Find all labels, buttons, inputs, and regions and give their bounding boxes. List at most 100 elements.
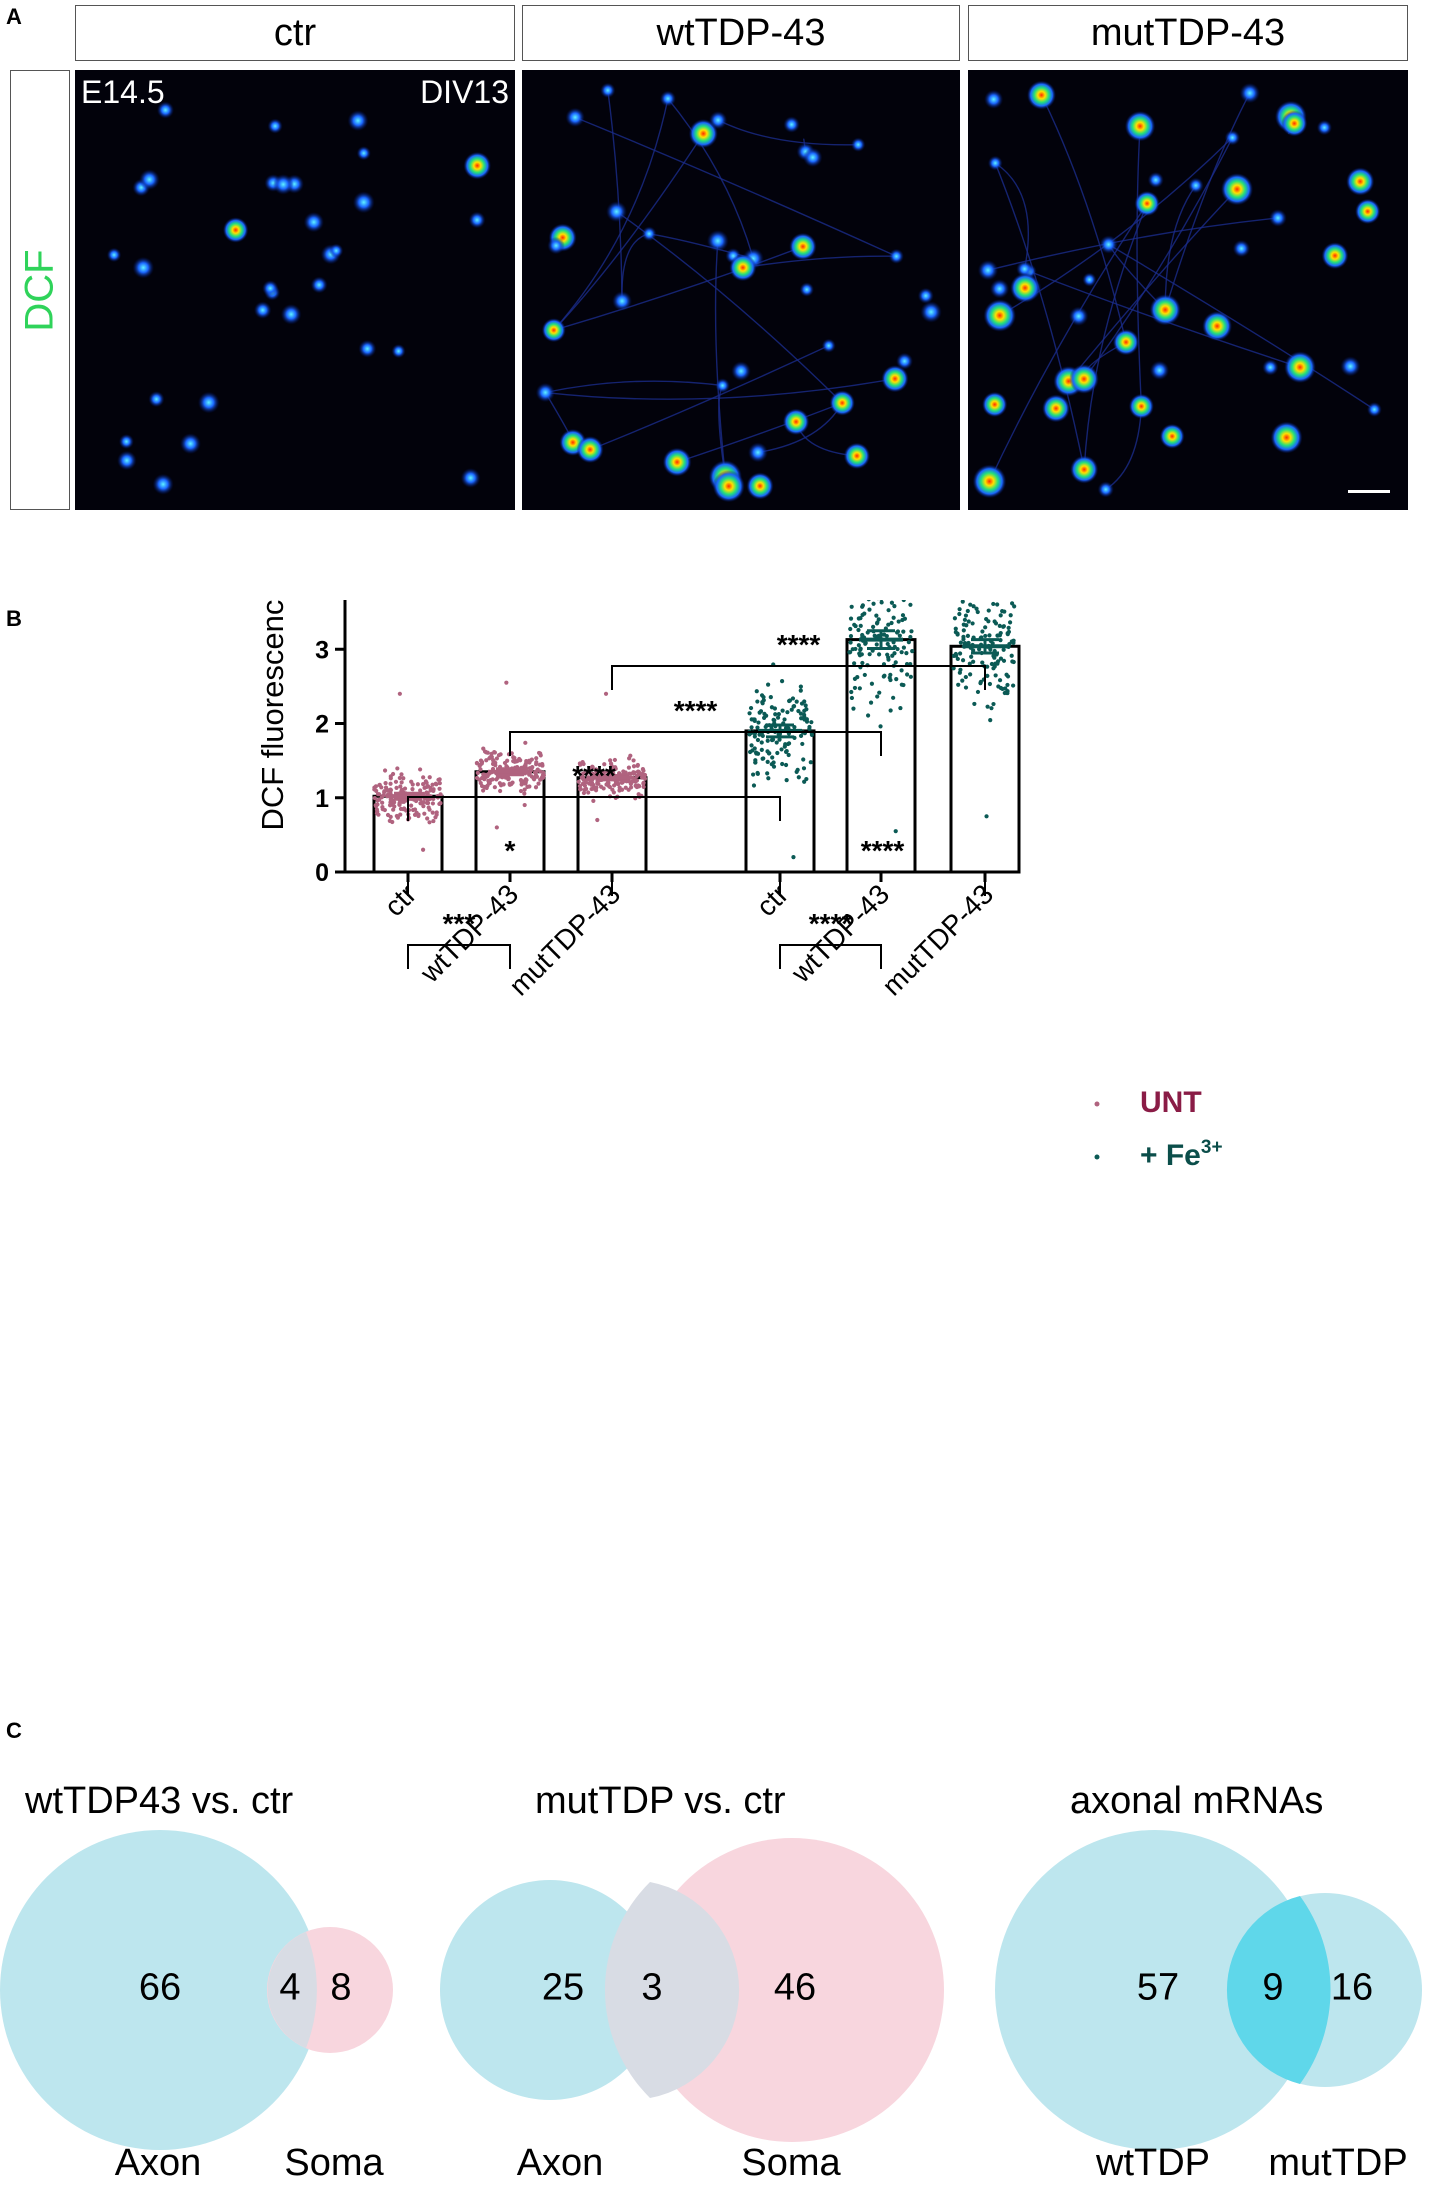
data-point <box>955 656 960 662</box>
data-point <box>904 651 909 656</box>
data-point <box>879 600 884 605</box>
data-point <box>997 623 1002 628</box>
data-point <box>877 652 882 657</box>
legend-label: + Fe3+ <box>1140 1137 1223 1172</box>
data-point <box>621 769 626 774</box>
data-point <box>1007 620 1013 625</box>
data-point <box>798 688 803 693</box>
data-point <box>541 770 546 775</box>
data-point <box>988 647 993 652</box>
data-point <box>908 674 913 679</box>
data-point <box>998 613 1003 618</box>
venn3-overlap <box>1226 1896 1331 2084</box>
data-point <box>852 685 858 691</box>
data-point <box>875 634 880 639</box>
data-point <box>760 756 765 761</box>
data-point <box>892 651 897 656</box>
data-point <box>769 737 775 743</box>
data-point <box>970 621 975 626</box>
data-point <box>425 784 431 789</box>
data-point <box>536 750 542 756</box>
data-point <box>477 763 482 768</box>
data-point <box>582 783 588 788</box>
data-point <box>611 790 616 795</box>
data-point <box>953 651 958 657</box>
data-point <box>957 611 962 617</box>
age-label: E14.5 <box>81 74 165 110</box>
data-point <box>953 626 958 631</box>
data-point <box>415 782 420 787</box>
data-point <box>860 660 865 666</box>
data-point <box>961 637 966 642</box>
data-point <box>755 737 761 743</box>
data-point <box>514 759 519 764</box>
data-point <box>993 673 998 678</box>
data-point <box>398 812 403 817</box>
significance-label: * <box>505 835 516 866</box>
micrograph-muttdp43 <box>968 70 1408 510</box>
data-point <box>958 640 964 645</box>
venn1-right-count: 8 <box>330 1966 352 2009</box>
data-point <box>382 807 387 813</box>
data-point <box>856 643 861 648</box>
data-point <box>765 749 770 754</box>
data-point <box>437 781 442 786</box>
venn2-right-label: Soma <box>741 2142 841 2184</box>
data-point <box>898 705 903 711</box>
data-point <box>908 634 913 640</box>
data-point <box>481 788 486 793</box>
data-point <box>962 641 968 646</box>
data-point <box>602 762 607 767</box>
panel-label-c: C <box>6 1718 22 1743</box>
data-point <box>875 694 880 699</box>
data-point <box>494 756 500 761</box>
data-point <box>522 781 527 786</box>
data-point <box>962 617 968 622</box>
data-point <box>761 698 766 703</box>
data-point <box>409 803 414 808</box>
data-point <box>971 604 976 609</box>
data-point <box>425 791 430 796</box>
data-point <box>421 782 426 787</box>
data-point <box>886 657 891 662</box>
data-point <box>375 792 381 797</box>
data-point <box>525 784 530 789</box>
data-point <box>975 689 981 695</box>
data-point <box>430 810 435 815</box>
data-point <box>960 600 965 604</box>
data-point <box>900 617 905 623</box>
data-point <box>498 752 503 757</box>
data-point <box>399 780 404 785</box>
data-point <box>780 761 785 767</box>
data-point <box>589 782 594 787</box>
data-point <box>889 600 895 605</box>
data-point <box>424 780 429 786</box>
data-point <box>891 695 896 700</box>
data-point <box>642 776 648 781</box>
data-point <box>782 717 787 722</box>
data-point <box>786 741 792 746</box>
data-point <box>986 608 991 613</box>
data-point <box>848 640 853 645</box>
data-point <box>892 604 897 609</box>
data-point <box>427 820 432 825</box>
data-point <box>802 708 807 713</box>
data-point <box>798 733 804 738</box>
data-point <box>594 785 599 790</box>
data-point <box>431 787 436 792</box>
data-point <box>809 732 815 737</box>
data-point <box>641 781 646 786</box>
data-point <box>752 734 757 739</box>
data-point <box>422 811 427 816</box>
data-point <box>377 782 382 787</box>
data-point <box>522 791 527 796</box>
data-point <box>995 633 1000 638</box>
data-point <box>765 738 770 743</box>
data-point <box>585 777 591 782</box>
x-tick-label: wtTDP-43 <box>785 878 896 989</box>
data-point <box>975 609 980 615</box>
data-point <box>478 780 483 786</box>
panel-label-b: B <box>6 606 22 631</box>
data-point <box>576 779 581 784</box>
data-point <box>965 608 970 614</box>
